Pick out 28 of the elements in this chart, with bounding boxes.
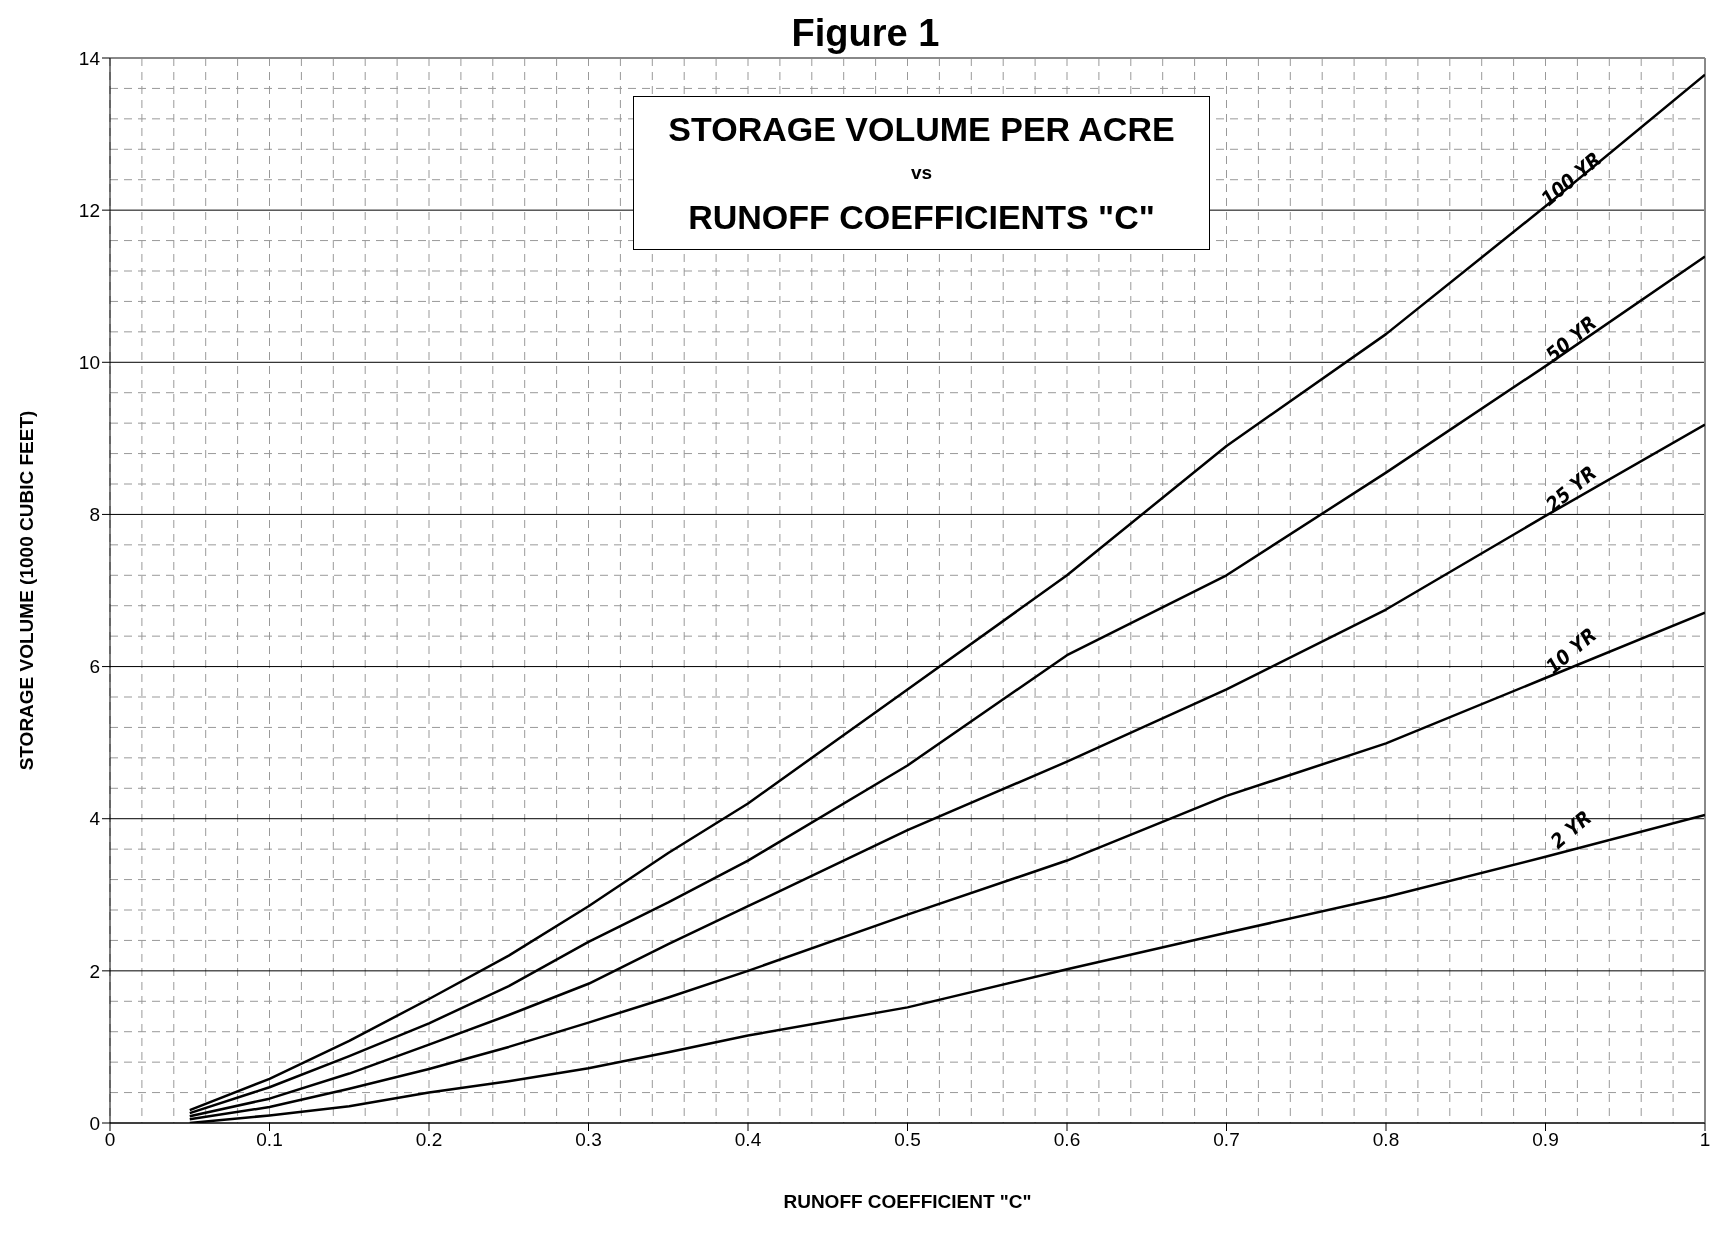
x-tick-label: 1: [1699, 1129, 1711, 1151]
x-tick-label: 0.1: [256, 1129, 283, 1151]
y-axis-title: STORAGE VOLUME (1000 CUBIC FEET): [15, 410, 37, 771]
x-tick-label: 0.2: [415, 1129, 443, 1151]
x-tick-label: 0.3: [575, 1129, 602, 1151]
annotation: vs: [909, 161, 934, 185]
text: 2 YR: [1545, 805, 1597, 854]
x-tick-label: 0.6: [1053, 1129, 1081, 1151]
text: 10 YR: [1541, 622, 1601, 679]
annotation: RUNOFF COEFFICIENTS "C": [687, 197, 1156, 238]
y-tick-label: 10: [78, 352, 100, 374]
x-tick-label: 0.7: [1213, 1129, 1240, 1151]
x-tick-label: 0.8: [1372, 1129, 1400, 1151]
annotation: STORAGE VOLUME PER ACRE: [667, 109, 1176, 150]
y-tick-label: 2: [89, 960, 100, 982]
x-tick-label: 0.4: [734, 1129, 762, 1151]
y-tick-label: 8: [89, 504, 100, 526]
y-tick-label: 0: [89, 1112, 100, 1134]
y-tick-label: 12: [78, 199, 100, 221]
x-tick-label: 0.9: [1532, 1129, 1559, 1151]
x-tick-label: 0.5: [894, 1129, 921, 1151]
text: 25 YR: [1541, 460, 1601, 517]
x-tick-label: 0: [104, 1129, 116, 1151]
y-tick-label: 4: [89, 808, 101, 830]
x-axis-title: RUNOFF COEFFICIENT "C": [783, 1191, 1032, 1212]
y-tick-label: 6: [89, 656, 100, 678]
chart-title: Figure 1: [791, 12, 940, 54]
y-tick-label: 14: [78, 47, 101, 69]
